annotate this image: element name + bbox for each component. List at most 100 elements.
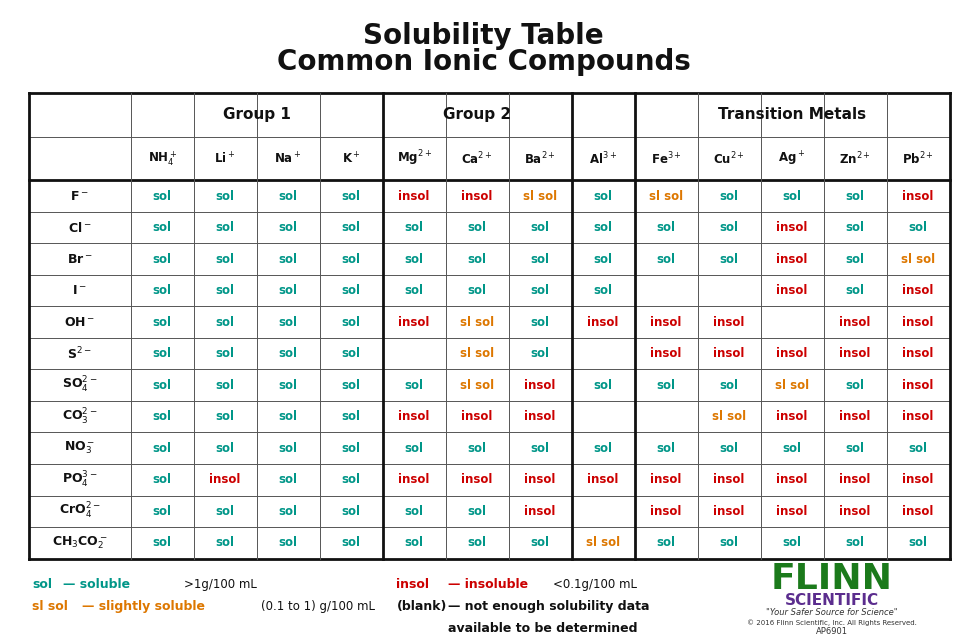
Text: sol: sol: [657, 221, 676, 234]
Text: sol: sol: [404, 221, 424, 234]
Text: insol: insol: [839, 347, 870, 360]
Text: sol: sol: [153, 284, 171, 297]
Text: insol: insol: [902, 347, 934, 360]
Text: available to be determined: available to be determined: [448, 622, 637, 635]
Text: © 2016 Flinn Scientific, Inc. All Rights Reserved.: © 2016 Flinn Scientific, Inc. All Rights…: [747, 620, 917, 626]
Text: >1g/100 mL: >1g/100 mL: [184, 578, 256, 591]
Text: sl sol: sl sol: [32, 600, 68, 613]
Text: sol: sol: [594, 221, 612, 234]
Text: — soluble: — soluble: [63, 578, 130, 591]
Text: CH$_3$CO$_2^-$: CH$_3$CO$_2^-$: [52, 535, 107, 551]
Text: insol: insol: [777, 473, 807, 486]
Text: Cu$^{2+}$: Cu$^{2+}$: [713, 150, 745, 167]
Text: sol: sol: [594, 379, 612, 392]
Text: I$^-$: I$^-$: [73, 284, 87, 297]
Text: sol: sol: [341, 284, 361, 297]
Text: insol: insol: [398, 316, 429, 329]
Text: sl sol: sl sol: [586, 536, 620, 550]
Text: FLINN: FLINN: [771, 562, 893, 596]
Text: sol: sol: [531, 253, 549, 266]
Text: sol: sol: [845, 284, 864, 297]
Text: NO$_3^-$: NO$_3^-$: [64, 440, 96, 456]
Text: sol: sol: [594, 253, 612, 266]
Text: insol: insol: [902, 410, 934, 423]
Text: insol: insol: [839, 473, 870, 486]
Text: sol: sol: [153, 347, 171, 360]
Text: insol: insol: [398, 189, 429, 203]
Text: insol: insol: [524, 505, 556, 517]
Text: sol: sol: [657, 536, 676, 550]
Text: insol: insol: [651, 505, 682, 517]
Text: sol: sol: [468, 536, 486, 550]
Text: insol: insol: [714, 473, 745, 486]
Text: Solubility Table: Solubility Table: [364, 22, 603, 51]
Text: sol: sol: [278, 316, 298, 329]
Text: sol: sol: [153, 253, 171, 266]
Text: sol: sol: [278, 189, 298, 203]
Text: sol: sol: [278, 442, 298, 455]
Text: sol: sol: [657, 253, 676, 266]
Text: sol: sol: [909, 442, 927, 455]
Text: sol: sol: [719, 189, 739, 203]
Text: sol: sol: [278, 473, 298, 486]
Text: sol: sol: [845, 189, 864, 203]
Text: insol: insol: [651, 347, 682, 360]
Text: insol: insol: [777, 284, 807, 297]
Text: sol: sol: [531, 536, 549, 550]
Text: sol: sol: [341, 189, 361, 203]
Text: — slightly soluble: — slightly soluble: [82, 600, 205, 613]
Text: sol: sol: [278, 253, 298, 266]
Text: sol: sol: [404, 379, 424, 392]
Text: sol: sol: [153, 189, 171, 203]
Text: sol: sol: [845, 253, 864, 266]
Text: sol: sol: [845, 442, 864, 455]
Text: sol: sol: [341, 410, 361, 423]
Text: sol: sol: [341, 253, 361, 266]
Text: NH$_4^+$: NH$_4^+$: [148, 149, 177, 168]
Text: sol: sol: [404, 505, 424, 517]
Text: sol: sol: [531, 316, 549, 329]
Text: sol: sol: [278, 410, 298, 423]
Text: sol: sol: [845, 379, 864, 392]
Text: "Your Safer Source for Science": "Your Safer Source for Science": [766, 608, 897, 617]
Text: sol: sol: [594, 189, 612, 203]
Text: sol: sol: [845, 221, 864, 234]
Text: sol: sol: [341, 379, 361, 392]
Text: sol: sol: [594, 284, 612, 297]
Text: sol: sol: [341, 316, 361, 329]
Text: sol: sol: [216, 536, 235, 550]
Text: insol: insol: [902, 473, 934, 486]
Text: OH$^-$: OH$^-$: [64, 316, 96, 329]
Text: sol: sol: [32, 578, 52, 591]
Text: Al$^{3+}$: Al$^{3+}$: [589, 150, 617, 167]
Text: sol: sol: [531, 442, 549, 455]
Text: sol: sol: [341, 473, 361, 486]
Text: sol: sol: [341, 221, 361, 234]
Text: CrO$_4^{2-}$: CrO$_4^{2-}$: [59, 501, 101, 521]
Text: sol: sol: [719, 442, 739, 455]
Text: sol: sol: [278, 284, 298, 297]
Text: insol: insol: [777, 505, 807, 517]
Text: sol: sol: [153, 442, 171, 455]
Text: sol: sol: [278, 379, 298, 392]
Text: sol: sol: [404, 536, 424, 550]
Text: insol: insol: [398, 410, 429, 423]
Text: PO$_4^{3-}$: PO$_4^{3-}$: [62, 470, 98, 490]
Text: sol: sol: [153, 410, 171, 423]
Text: insol: insol: [651, 316, 682, 329]
Text: SO$_4^{2-}$: SO$_4^{2-}$: [62, 375, 98, 395]
Text: Cl$^-$: Cl$^-$: [68, 221, 92, 235]
Text: sol: sol: [216, 284, 235, 297]
Text: sol: sol: [341, 536, 361, 550]
Text: sol: sol: [278, 536, 298, 550]
Text: insol: insol: [902, 189, 934, 203]
Text: sl sol: sl sol: [460, 316, 494, 329]
Text: Group 1: Group 1: [222, 107, 290, 123]
Text: sol: sol: [782, 442, 802, 455]
Text: sol: sol: [531, 347, 549, 360]
Text: sol: sol: [468, 253, 486, 266]
Text: insol: insol: [714, 505, 745, 517]
Text: sol: sol: [719, 221, 739, 234]
Text: insol: insol: [524, 473, 556, 486]
Text: insol: insol: [902, 505, 934, 517]
